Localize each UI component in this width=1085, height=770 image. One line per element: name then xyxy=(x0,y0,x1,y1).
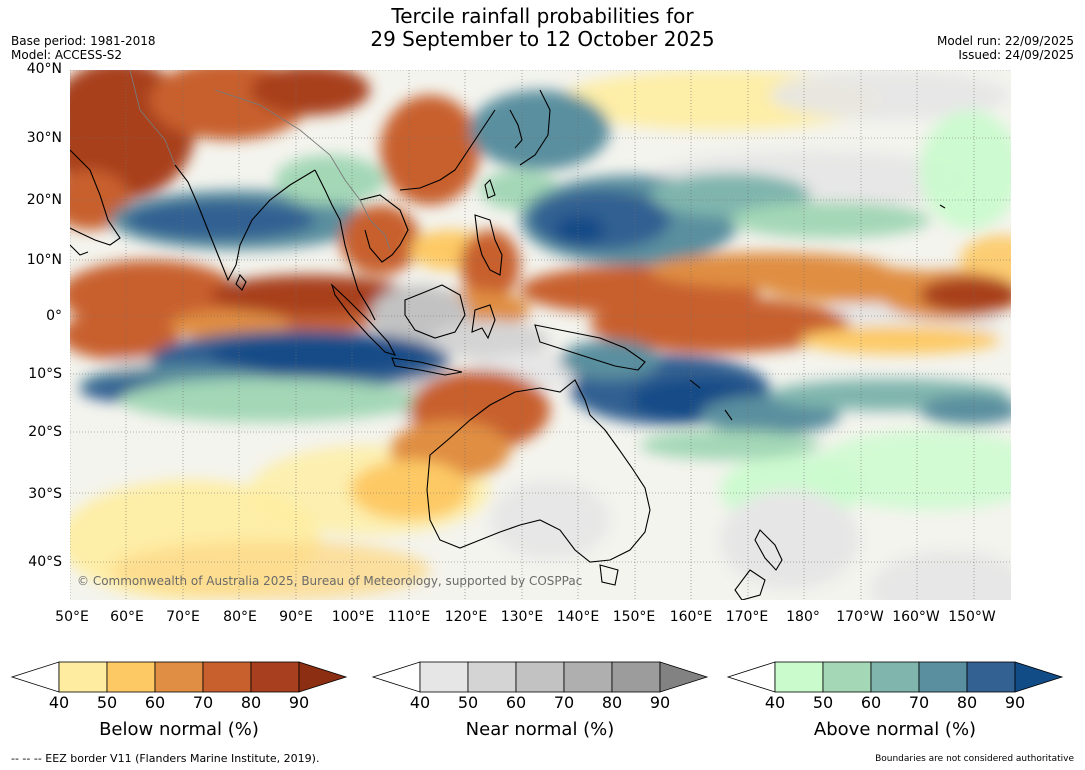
lon-label-140e: 140°E xyxy=(556,609,600,625)
colorbar-extend-high xyxy=(1014,661,1064,693)
lat-label-20n: 20°N xyxy=(26,192,62,208)
lat-label-30n: 30°N xyxy=(26,130,62,146)
cb-below-tick-80: 80 xyxy=(240,693,262,712)
lon-label-130e: 130°E xyxy=(500,609,544,625)
colorbar-extend-low xyxy=(726,661,776,693)
lon-label-150w: 150°W xyxy=(948,609,996,625)
issued-label: Issued: 24/09/2025 xyxy=(958,48,1074,62)
map-title-line1: Tercile rainfall probabilities for xyxy=(391,4,694,28)
colorbar-cell xyxy=(966,661,1016,693)
cb-above-tick-80: 80 xyxy=(956,693,978,712)
cb-below-tick-50: 50 xyxy=(96,693,118,712)
model-run-label: Model run: 22/09/2025 xyxy=(936,34,1074,48)
colorbar-cell xyxy=(870,661,920,693)
lat-label-30s: 30°S xyxy=(28,486,62,502)
colorbar-cell xyxy=(774,661,824,693)
colorbar-cell xyxy=(250,661,300,693)
lon-label-120e: 120°E xyxy=(444,609,488,625)
cb-near-tick-80: 80 xyxy=(601,693,623,712)
cb-above-tick-40: 40 xyxy=(764,693,786,712)
lat-label-40n: 40°N xyxy=(26,61,62,77)
colorbar-cell xyxy=(515,661,565,693)
model-label: Model: ACCESS-S2 xyxy=(11,48,123,62)
colorbar-below-normal xyxy=(10,661,348,693)
colorbar-extend-high xyxy=(659,661,709,693)
lat-label-10n: 10°N xyxy=(26,252,62,268)
colorbar-extend-low xyxy=(371,661,421,693)
copyright-notice: © Commonwealth of Australia 2025, Bureau… xyxy=(77,574,583,588)
lat-label-10s: 10°S xyxy=(28,366,62,382)
lon-label-90e: 90°E xyxy=(279,609,313,625)
colorbar-cell xyxy=(563,661,613,693)
colorbar-above-normal-title: Above normal (%) xyxy=(813,719,977,740)
lat-label-40s: 40°S xyxy=(28,554,62,570)
cb-below-tick-40: 40 xyxy=(48,693,70,712)
colorbar-extend-low xyxy=(10,661,60,693)
cb-above-tick-60: 60 xyxy=(860,693,882,712)
lat-label-0: 0° xyxy=(46,308,62,324)
colorbar-cell xyxy=(58,661,108,693)
colorbar-cell xyxy=(822,661,872,693)
colorbar-cell xyxy=(419,661,469,693)
cb-below-tick-90: 90 xyxy=(288,693,310,712)
coastlines xyxy=(70,89,946,600)
lon-label-100e: 100°E xyxy=(331,609,375,625)
lon-label-150e: 150°E xyxy=(612,609,656,625)
cb-near-tick-90: 90 xyxy=(649,693,671,712)
colorbar-cell xyxy=(918,661,968,693)
colorbar-cell xyxy=(154,661,204,693)
map-title-line2: 29 September to 12 October 2025 xyxy=(370,27,715,51)
grid-lines xyxy=(70,70,1011,600)
cb-near-tick-40: 40 xyxy=(409,693,431,712)
colorbar-near-normal xyxy=(371,661,709,693)
colorbar-cell xyxy=(611,661,661,693)
lon-label-170w: 170°W xyxy=(836,609,884,625)
cb-near-tick-50: 50 xyxy=(457,693,479,712)
colorbar-near-normal-title: Near normal (%) xyxy=(465,719,615,740)
cb-above-tick-70: 70 xyxy=(908,693,930,712)
base-period-label: Base period: 1981-2018 xyxy=(11,34,156,48)
lon-label-70e: 70°E xyxy=(166,609,200,625)
colorbars xyxy=(10,661,1064,693)
country-borders xyxy=(129,70,391,251)
lat-label-20s: 20°S xyxy=(28,424,62,440)
lon-label-110e: 110°E xyxy=(387,609,431,625)
cb-above-tick-50: 50 xyxy=(812,693,834,712)
colorbar-extend-high xyxy=(298,661,348,693)
lon-label-80e: 80°E xyxy=(223,609,257,625)
colorbar-below-normal-title: Below normal (%) xyxy=(99,719,259,740)
cb-near-tick-70: 70 xyxy=(553,693,575,712)
lon-label-160e: 160°E xyxy=(669,609,713,625)
lon-label-160w: 160°W xyxy=(892,609,940,625)
cb-below-tick-60: 60 xyxy=(144,693,166,712)
lon-label-50e: 50°E xyxy=(55,609,89,625)
rainfall-probability-map xyxy=(70,70,1011,600)
cb-below-tick-70: 70 xyxy=(192,693,214,712)
boundaries-disclaimer: Boundaries are not considered authoritat… xyxy=(875,754,1074,764)
colorbar-cell xyxy=(106,661,156,693)
colorbar-above-normal xyxy=(726,661,1064,693)
cb-above-tick-90: 90 xyxy=(1004,693,1026,712)
colorbar-cell xyxy=(202,661,252,693)
eez-border-note: -- -- -- EEZ border V11 (Flanders Marine… xyxy=(11,752,320,765)
lon-label-170e: 170°E xyxy=(725,609,769,625)
lon-label-180: 180° xyxy=(786,609,820,625)
map-panel xyxy=(70,70,1011,600)
colorbar-cell xyxy=(467,661,517,693)
cb-near-tick-60: 60 xyxy=(505,693,527,712)
lon-label-60e: 60°E xyxy=(110,609,144,625)
